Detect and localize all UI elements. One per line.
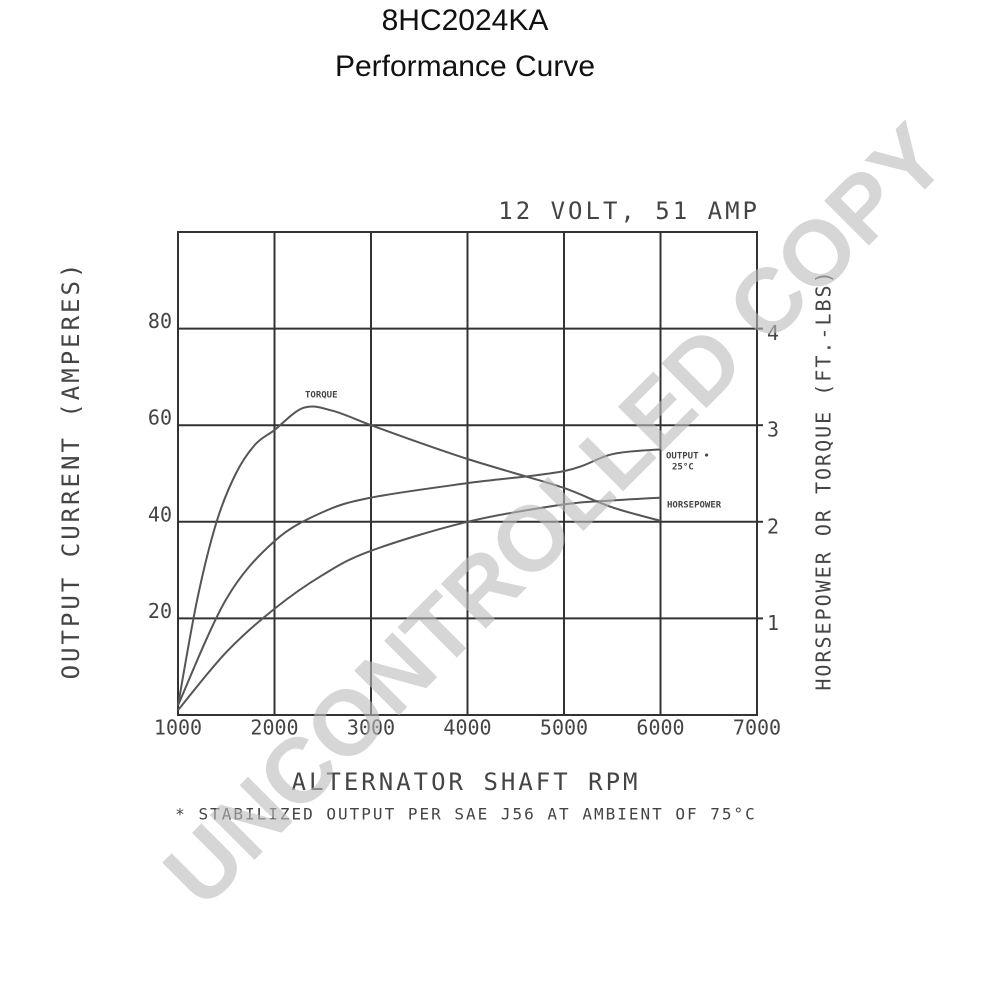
y-tick-label: 40 [148, 502, 172, 526]
y2-axis-label: HORSEPOWER OR TORQUE (FT.-LBS) [812, 269, 836, 690]
annotation: 25°C [672, 463, 694, 473]
x-tick-label: 1000 [154, 716, 202, 740]
series-label: TORQUE [305, 391, 338, 401]
chart-heading: 12 VOLT, 51 AMP [498, 197, 760, 225]
x-tick-label: 5000 [540, 716, 588, 740]
watermark: UNCONTROLLED COPY [145, 105, 965, 925]
x-tick-label: 6000 [636, 716, 684, 740]
series-line [177, 405, 661, 706]
y2-tick-label: 2 [767, 514, 779, 538]
y2-tick-label: 1 [767, 611, 779, 635]
x-tick-label: 3000 [347, 716, 395, 740]
y-tick-label: 20 [148, 599, 172, 623]
x-tick-label: 2000 [250, 716, 298, 740]
y2-tick-label: 3 [767, 418, 779, 442]
chart-subtitle: Performance Curve [335, 50, 595, 83]
series-label: HORSEPOWER [667, 501, 722, 511]
y2-tick-label: 4 [767, 321, 779, 345]
y-axis-label: OUTPUT CURRENT (AMPERES) [57, 261, 85, 680]
footnote: * STABILIZED OUTPUT PER SAE J56 AT AMBIE… [175, 805, 757, 824]
chart-title: 8HC2024KA [382, 4, 549, 37]
y-tick-label: 80 [148, 309, 172, 333]
y-tick-label: 60 [148, 406, 172, 430]
series-line [177, 448, 661, 706]
series-line [177, 496, 661, 711]
x-axis-label: ALTERNATOR SHAFT RPM [292, 768, 641, 796]
x-tick-label: 4000 [443, 716, 491, 740]
x-tick-label: 7000 [733, 716, 781, 740]
series-label: OUTPUT • [666, 452, 709, 462]
